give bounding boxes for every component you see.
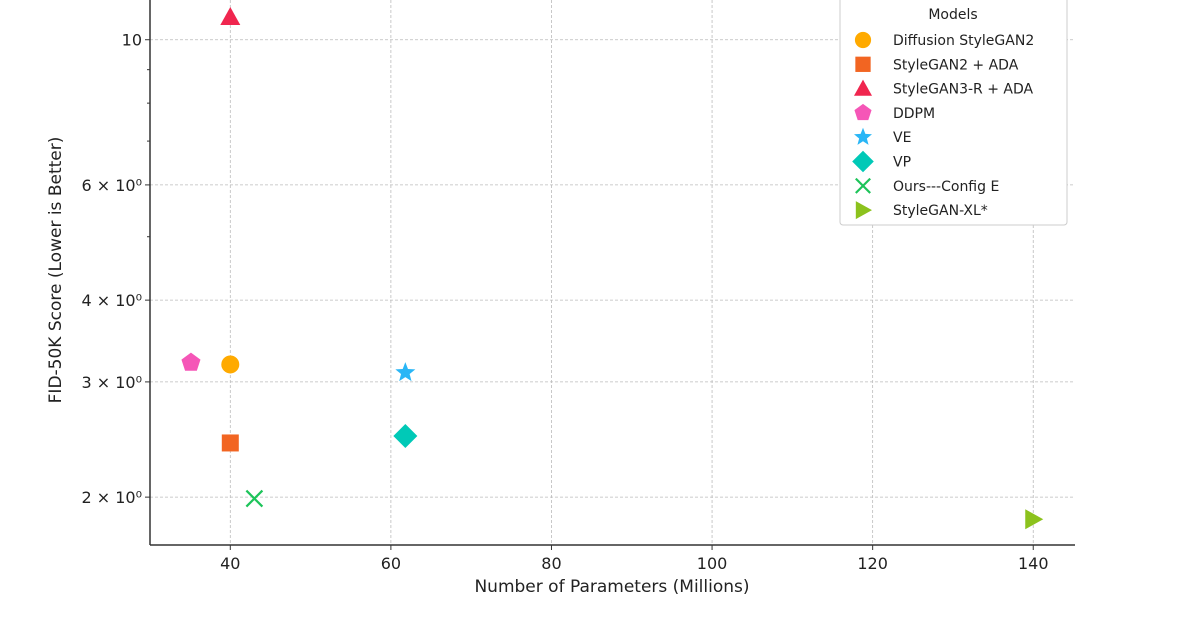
legend-entry: Ours---Config E bbox=[893, 179, 999, 195]
legend-marker bbox=[854, 31, 872, 49]
data-point-ddpm bbox=[181, 352, 201, 371]
legend-marker bbox=[854, 79, 872, 96]
legend-entry: StyleGAN2 + ADA bbox=[893, 57, 1019, 73]
data-point-stylegan-xl- bbox=[1025, 509, 1044, 530]
data-points bbox=[181, 7, 1044, 530]
legend-marker bbox=[854, 127, 872, 145]
legend-title: Models bbox=[928, 7, 977, 23]
legend-entry: StyleGAN3-R + ADA bbox=[893, 82, 1033, 98]
x-tick-label: 40 bbox=[220, 554, 240, 573]
y-tick-label: 10 bbox=[122, 31, 142, 50]
x-tick-label: 60 bbox=[381, 554, 401, 573]
data-point-ve bbox=[395, 362, 416, 382]
x-stroke bbox=[855, 177, 871, 194]
legend-entry: VP bbox=[893, 155, 911, 171]
legend-marker bbox=[855, 56, 871, 72]
y-axis-label: FID-50K Score (Lower is Better) bbox=[46, 137, 66, 404]
data-point-ours-config-e bbox=[245, 489, 264, 508]
x-tick-label: 120 bbox=[857, 554, 888, 573]
data-point-vp bbox=[393, 423, 418, 448]
x-tick-label: 100 bbox=[697, 554, 728, 573]
data-point-diffusion-stylegan2 bbox=[221, 355, 240, 374]
legend: Models Diffusion StyleGAN2 StyleGAN2 + ADA… bbox=[839, 0, 1068, 226]
legend-marker bbox=[854, 103, 872, 121]
legend-marker bbox=[852, 150, 874, 173]
data-point-stylegan2-ada bbox=[221, 434, 239, 452]
y-tick-label: 2 × 10⁰ bbox=[81, 488, 142, 507]
legend-entry: StyleGAN-XL* bbox=[893, 203, 988, 219]
legend-entry: DDPM bbox=[893, 106, 935, 122]
legend-marker bbox=[855, 201, 872, 220]
x-tick-label: 140 bbox=[1018, 554, 1049, 573]
legend-box bbox=[839, 0, 1068, 226]
y-tick-label: 4 × 10⁰ bbox=[81, 291, 142, 310]
legend-marker bbox=[855, 177, 871, 194]
x-stroke bbox=[245, 489, 264, 508]
y-tick-label: 3 × 10⁰ bbox=[81, 373, 142, 392]
x-axis-label: Number of Parameters (Millions) bbox=[474, 577, 749, 597]
y-tick-label: 6 × 10⁰ bbox=[81, 176, 142, 195]
legend-entry: VE bbox=[893, 130, 911, 146]
data-point-stylegan3-r-ada bbox=[220, 7, 241, 26]
legend-entry: Diffusion StyleGAN2 bbox=[893, 33, 1034, 49]
axes: 40 60 80 100 120 140 10 6 × 10⁰ 4 × 10⁰ 3 × 10⁰ 2 … bbox=[81, 0, 1075, 573]
x-tick-label: 80 bbox=[541, 554, 561, 573]
